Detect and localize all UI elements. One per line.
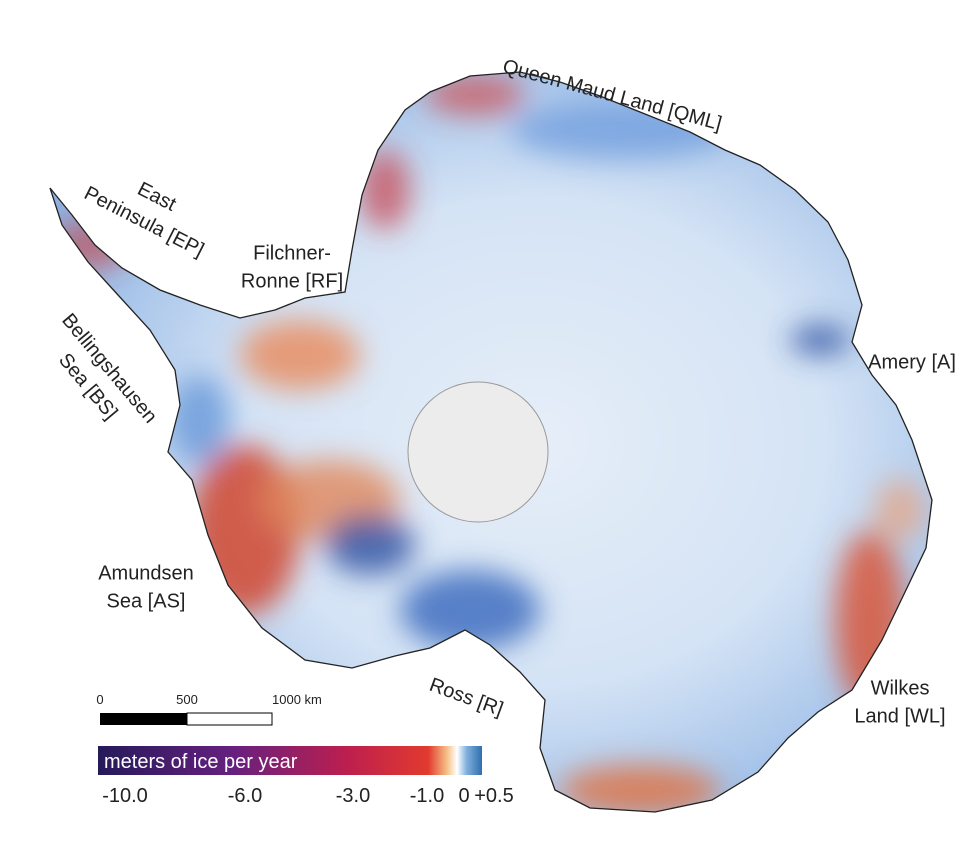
ice-sheet (49, 71, 933, 813)
colorbar-title: meters of ice per year (104, 751, 298, 773)
region-label-line: Ross [R] (426, 674, 506, 721)
region-label: Wilkes Land [WL] (854, 677, 945, 727)
colorbar-tick-label: +0.5 (474, 785, 513, 807)
region-label: Amundsen Sea [AS] (98, 562, 194, 612)
colorbar-tick-label: -3.0 (336, 785, 370, 807)
region-label-line: Ronne [RF] (241, 270, 343, 292)
colorbar-tick-label: -6.0 (228, 785, 262, 807)
scale-label: 1000 km (272, 692, 322, 707)
scale-bar (100, 712, 273, 726)
region-label-line: Amundsen (98, 562, 194, 584)
region-label-line: Land [WL] (854, 705, 945, 727)
region-label-line: Sea [AS] (107, 590, 186, 612)
region-label-line: Wilkes (871, 677, 930, 699)
region-label: Filchner- Ronne [RF] (241, 242, 343, 292)
scale-label: 0 (96, 692, 103, 707)
region-label: Ross [R] (426, 674, 506, 721)
region-label: Amery [A] (868, 351, 956, 373)
region-label-line: Filchner- (253, 242, 331, 264)
colorbar-tick-label: 0 (458, 785, 469, 807)
region-label-line: Amery [A] (868, 351, 956, 373)
scale-label: 500 (176, 692, 198, 707)
colorbar-tick-label: -1.0 (410, 785, 444, 807)
colorbar-tick-label: -10.0 (102, 785, 148, 807)
colorbar: meters of ice per year (98, 746, 482, 775)
